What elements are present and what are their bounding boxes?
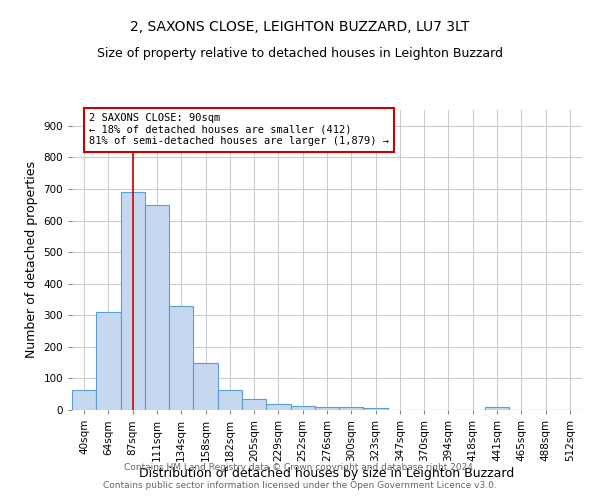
Bar bbox=[485, 408, 509, 410]
Y-axis label: Number of detached properties: Number of detached properties bbox=[25, 162, 38, 358]
Bar bbox=[72, 390, 96, 410]
Text: 2, SAXONS CLOSE, LEIGHTON BUZZARD, LU7 3LT: 2, SAXONS CLOSE, LEIGHTON BUZZARD, LU7 3… bbox=[130, 20, 470, 34]
Bar bbox=[266, 404, 290, 410]
Bar bbox=[121, 192, 145, 410]
Bar bbox=[242, 399, 266, 410]
X-axis label: Distribution of detached houses by size in Leighton Buzzard: Distribution of detached houses by size … bbox=[139, 466, 515, 479]
Bar bbox=[145, 204, 169, 410]
Bar bbox=[96, 312, 121, 410]
Bar bbox=[339, 408, 364, 410]
Bar bbox=[169, 306, 193, 410]
Bar bbox=[218, 390, 242, 410]
Text: Contains HM Land Registry data © Crown copyright and database right 2024.: Contains HM Land Registry data © Crown c… bbox=[124, 464, 476, 472]
Bar bbox=[290, 406, 315, 410]
Text: 2 SAXONS CLOSE: 90sqm
← 18% of detached houses are smaller (412)
81% of semi-det: 2 SAXONS CLOSE: 90sqm ← 18% of detached … bbox=[89, 113, 389, 146]
Bar bbox=[364, 408, 388, 410]
Bar bbox=[193, 362, 218, 410]
Bar bbox=[315, 408, 339, 410]
Text: Size of property relative to detached houses in Leighton Buzzard: Size of property relative to detached ho… bbox=[97, 48, 503, 60]
Text: Contains public sector information licensed under the Open Government Licence v3: Contains public sector information licen… bbox=[103, 481, 497, 490]
